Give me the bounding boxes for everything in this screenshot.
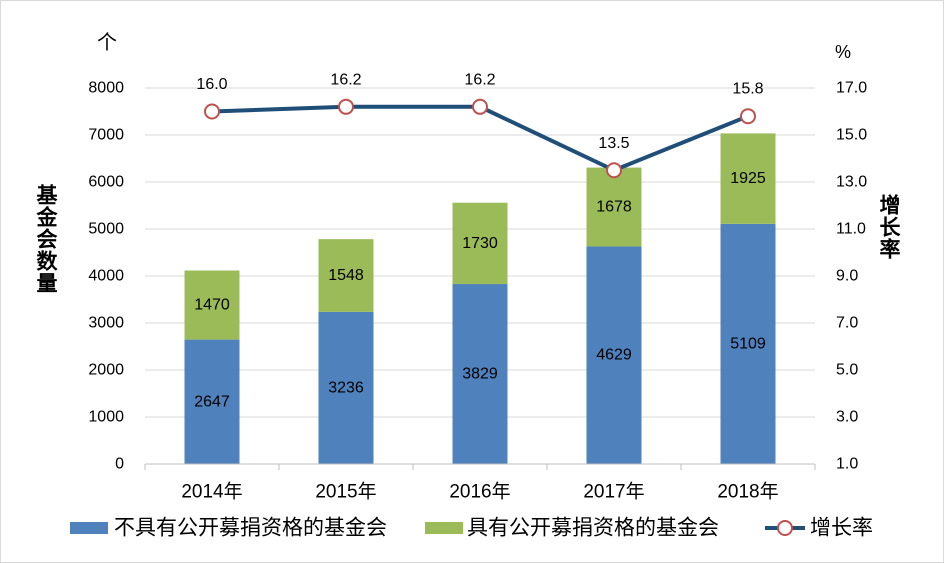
- legend-label: 不具有公开募捐资格的基金会: [114, 517, 387, 540]
- bar-segment: [586, 246, 642, 464]
- y-axis-title: 基金会数量: [34, 184, 57, 294]
- bar-segment: [720, 223, 776, 464]
- bar-value-label: 3236: [328, 379, 364, 396]
- bar-segment: [720, 133, 776, 224]
- growth-rate-label: 16.2: [464, 71, 495, 88]
- bar-value-label: 4629: [596, 347, 632, 364]
- bar-segment: [318, 311, 374, 464]
- growth-rate-point: [338, 98, 354, 115]
- bar-value-label: 1730: [462, 235, 498, 252]
- y-tick-label: 3000: [88, 315, 124, 332]
- growth-rate-label: 16.2: [330, 71, 361, 88]
- y2-tick-label: 3.0: [836, 409, 858, 426]
- growth-rate-point: [606, 162, 622, 179]
- legend-item: 不具有公开募捐资格的基金会: [70, 517, 387, 540]
- bar-value-label: 3829: [462, 366, 498, 383]
- legend-swatch: [70, 522, 108, 534]
- bar-value-label: 1548: [328, 267, 364, 284]
- legend-marker: [777, 520, 793, 536]
- growth-rate-line: [204, 98, 756, 179]
- growth-rate-point: [204, 103, 220, 120]
- y2-tick-label: 7.0: [836, 315, 858, 332]
- y2-tick-label: 17.0: [836, 80, 867, 97]
- legend-swatch: [425, 522, 463, 534]
- y-tick-label: 8000: [88, 80, 124, 97]
- bar-value-label: 2647: [194, 393, 230, 410]
- y-tick-label: 1000: [88, 409, 124, 426]
- bar-segment: [184, 270, 240, 340]
- x-tick-label: 2017年: [583, 481, 644, 503]
- y2-tick-label: 9.0: [836, 268, 858, 285]
- bar-segment: [452, 284, 508, 464]
- growth-rate-label: 15.8: [732, 81, 763, 98]
- bar-segment: [184, 339, 240, 464]
- bar-segment: [318, 239, 374, 312]
- bars: [184, 133, 776, 464]
- legend-item: 增长率: [765, 517, 873, 540]
- legend-label: 增长率: [810, 517, 873, 540]
- growth-rate-point: [472, 98, 488, 115]
- x-tick-label: 2014年: [181, 481, 242, 503]
- tick-labels: 0 1000 2000 3000 4000 5000 6000 7000 8000 1.0 3.0 5…: [88, 80, 867, 503]
- y2-tick-label: 11.0: [836, 221, 866, 238]
- y2-tick-label: 13.0: [836, 174, 867, 191]
- bar-value-label: 5109: [730, 335, 766, 352]
- bar-value-label: 1470: [194, 297, 230, 314]
- x-tick-label: 2015年: [315, 481, 376, 503]
- y-tick-label: 2000: [88, 362, 124, 379]
- y-axis-unit: 个: [97, 31, 117, 54]
- y2-tick-label: 1.0: [836, 456, 858, 473]
- growth-rate-label: 16.0: [196, 76, 227, 93]
- x-tick-label: 2016年: [449, 481, 510, 503]
- y2-tick-label: 5.0: [836, 362, 858, 379]
- bar-segment: [452, 202, 508, 285]
- legend-label: 具有公开募捐资格的基金会: [467, 517, 719, 540]
- y2-axis-unit: %: [835, 42, 851, 62]
- y-tick-label: 7000: [88, 127, 124, 144]
- y-tick-label: 4000: [88, 268, 124, 285]
- y2-axis-title: 增长率: [877, 194, 900, 260]
- y-tick-label: 5000: [88, 221, 124, 238]
- data-labels: 2647 1470 3236 1548 3829 1730 4629 1678 5109 1925…: [194, 71, 766, 410]
- growth-rate-point: [740, 108, 756, 125]
- y2-tick-label: 15.0: [836, 127, 867, 144]
- legend: 不具有公开募捐资格的基金会 具有公开募捐资格的基金会 增长率: [70, 517, 873, 540]
- y-tick-label: 6000: [88, 174, 124, 191]
- x-axis: [144, 463, 816, 470]
- legend-item: 具有公开募捐资格的基金会: [425, 517, 719, 540]
- y-tick-label: 0: [115, 456, 124, 473]
- x-tick-label: 2018年: [717, 481, 778, 503]
- bar-segment: [586, 167, 642, 247]
- bar-value-label: 1678: [596, 199, 632, 216]
- bar-value-label: 1925: [730, 170, 766, 187]
- growth-rate-label: 13.5: [598, 135, 629, 152]
